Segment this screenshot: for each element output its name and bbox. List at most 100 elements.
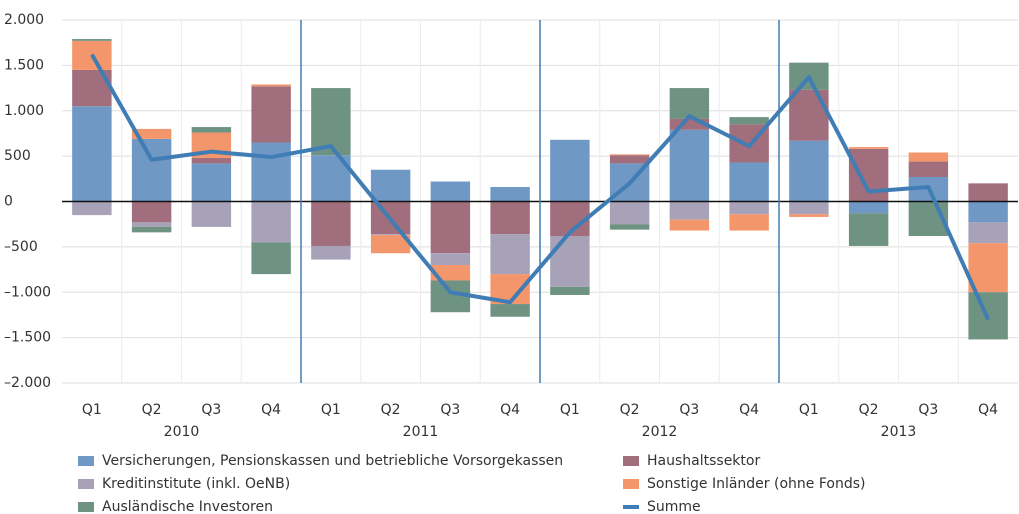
bar-segment: [848, 213, 889, 246]
bar-segment: [550, 235, 590, 287]
bar-segment: [251, 201, 291, 243]
bar-segment: [908, 152, 949, 162]
bar-segment: [72, 201, 112, 216]
x-tick-label: Q4: [261, 402, 281, 418]
bar-segment: [430, 265, 471, 281]
bar-segment: [609, 224, 650, 230]
y-tick-label: 500: [4, 148, 31, 164]
bar-segment: [490, 304, 530, 317]
bar-segment: [789, 214, 829, 217]
legend-label: Summe: [647, 499, 701, 514]
y-tick-label: 1.500: [4, 57, 44, 73]
bar-segment: [131, 201, 172, 223]
bar-segment: [370, 234, 411, 236]
bar-segment: [848, 148, 889, 202]
y-tick-label: 0: [4, 194, 13, 210]
bar-segment: [251, 84, 291, 87]
y-tick-label: –500: [4, 239, 38, 255]
bar-segment: [908, 161, 949, 177]
bar-segment: [968, 201, 1008, 223]
bar-segment: [609, 201, 650, 225]
year-label: 2010: [164, 424, 200, 440]
x-tick-label: Q4: [978, 402, 998, 418]
x-tick-label: Q1: [82, 402, 102, 418]
bar-segment: [669, 129, 710, 202]
bar-segment: [789, 201, 829, 215]
x-tick-label: Q2: [381, 402, 401, 418]
bar-segment: [968, 183, 1008, 202]
x-tick-label: Q4: [739, 402, 759, 418]
legend-swatch: [78, 456, 94, 466]
legend-swatch: [78, 502, 94, 512]
legend-swatch: [623, 456, 639, 466]
legend-label: Ausländische Investoren: [102, 499, 273, 514]
bar-segment: [729, 214, 769, 231]
bar-segment: [789, 89, 829, 141]
bar-segment: [430, 201, 471, 254]
bar-segment: [251, 242, 291, 275]
y-tick-label: –1.500: [4, 330, 51, 346]
legend-label: Haushaltssektor: [647, 453, 760, 469]
bar-segment: [609, 155, 650, 164]
x-tick-label: Q3: [679, 402, 699, 418]
bar-segment: [490, 186, 530, 202]
legend-swatch: [623, 505, 639, 509]
bar-segment: [251, 142, 291, 202]
bar-segment: [430, 253, 471, 266]
bar-segment: [669, 118, 710, 130]
legend-label: Kreditinstitute (inkl. OeNB): [102, 476, 290, 492]
bar-segment: [848, 147, 889, 149]
sum-line: [90, 53, 990, 321]
bar-segment: [72, 39, 112, 41]
y-tick-label: –1.000: [4, 284, 51, 300]
x-tick-label: Q4: [500, 402, 520, 418]
y-tick-label: 1.000: [4, 103, 44, 119]
bar-segment: [311, 201, 351, 246]
bar-segment: [131, 222, 172, 227]
legend-label: Sonstige Inländer (ohne Fonds): [647, 476, 865, 492]
bar-segment: [848, 201, 889, 214]
bar-segment: [669, 88, 710, 119]
bar-segment: [251, 86, 291, 143]
bar-segment: [669, 201, 710, 220]
bar-segment: [311, 88, 351, 156]
bar-segment: [191, 201, 232, 227]
bar-segment: [311, 245, 351, 260]
bar-segment: [609, 154, 650, 156]
bar-segment: [968, 243, 1008, 293]
bar-segment: [131, 128, 172, 139]
bar-segment: [191, 157, 232, 164]
y-tick-label: –2.000: [4, 375, 51, 391]
bar-segment: [490, 201, 530, 235]
bar-segment: [550, 286, 590, 295]
bar-segment: [191, 127, 232, 133]
x-tick-label: Q1: [560, 402, 580, 418]
x-tick-label: Q1: [799, 402, 819, 418]
x-tick-label: Q3: [440, 402, 460, 418]
legend-swatch: [623, 479, 639, 489]
bar-segment: [191, 163, 232, 202]
bar-segment: [789, 140, 829, 202]
bar-segment: [968, 222, 1008, 244]
bar-segment: [669, 219, 710, 231]
bar-segment: [72, 106, 112, 202]
bar-segment: [729, 117, 769, 125]
bar-segment: [131, 138, 172, 202]
x-tick-label: Q2: [142, 402, 162, 418]
x-tick-label: Q2: [620, 402, 640, 418]
bar-segment: [729, 162, 769, 202]
year-label: 2012: [642, 424, 678, 440]
legend-label: Versicherungen, Pensionskassen und betri…: [102, 453, 563, 469]
bar-segment: [370, 235, 411, 254]
bar-segment: [490, 234, 530, 275]
bar-segment: [370, 169, 411, 202]
y-tick-label: 2.000: [4, 12, 44, 28]
x-tick-label: Q2: [859, 402, 879, 418]
bar-segment: [131, 226, 172, 233]
x-tick-label: Q3: [918, 402, 938, 418]
legend-swatch: [78, 479, 94, 489]
year-label: 2013: [881, 424, 917, 440]
bar-segment: [430, 181, 471, 202]
x-tick-label: Q1: [321, 402, 341, 418]
